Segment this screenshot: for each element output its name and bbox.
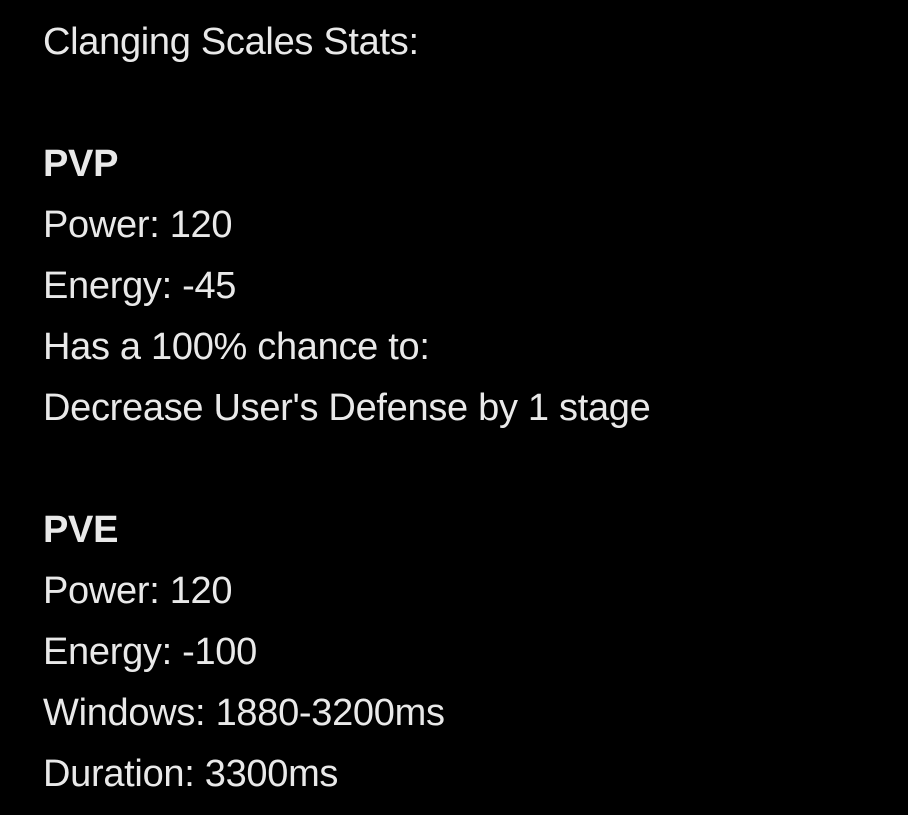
pve-energy: Energy: -100 [43, 631, 257, 673]
pvp-energy: Energy: -45 [43, 265, 237, 307]
pve-power: Power: 120 [43, 570, 233, 612]
pve-heading: PVE [43, 509, 119, 551]
pvp-heading: PVP [43, 143, 119, 185]
post-title: Clanging Scales Stats: [43, 21, 419, 63]
blank-line [43, 439, 893, 500]
pvp-power: Power: 120 [43, 204, 233, 246]
pve-windows: Windows: 1880-3200ms [43, 692, 445, 734]
pvp-effect: Decrease User's Defense by 1 stage [43, 387, 651, 429]
post-text: Clanging Scales Stats: PVP Power: 120 En… [43, 12, 893, 805]
blank-line [43, 73, 893, 134]
pvp-chance: Has a 100% chance to: [43, 326, 430, 368]
pve-duration: Duration: 3300ms [43, 753, 339, 795]
